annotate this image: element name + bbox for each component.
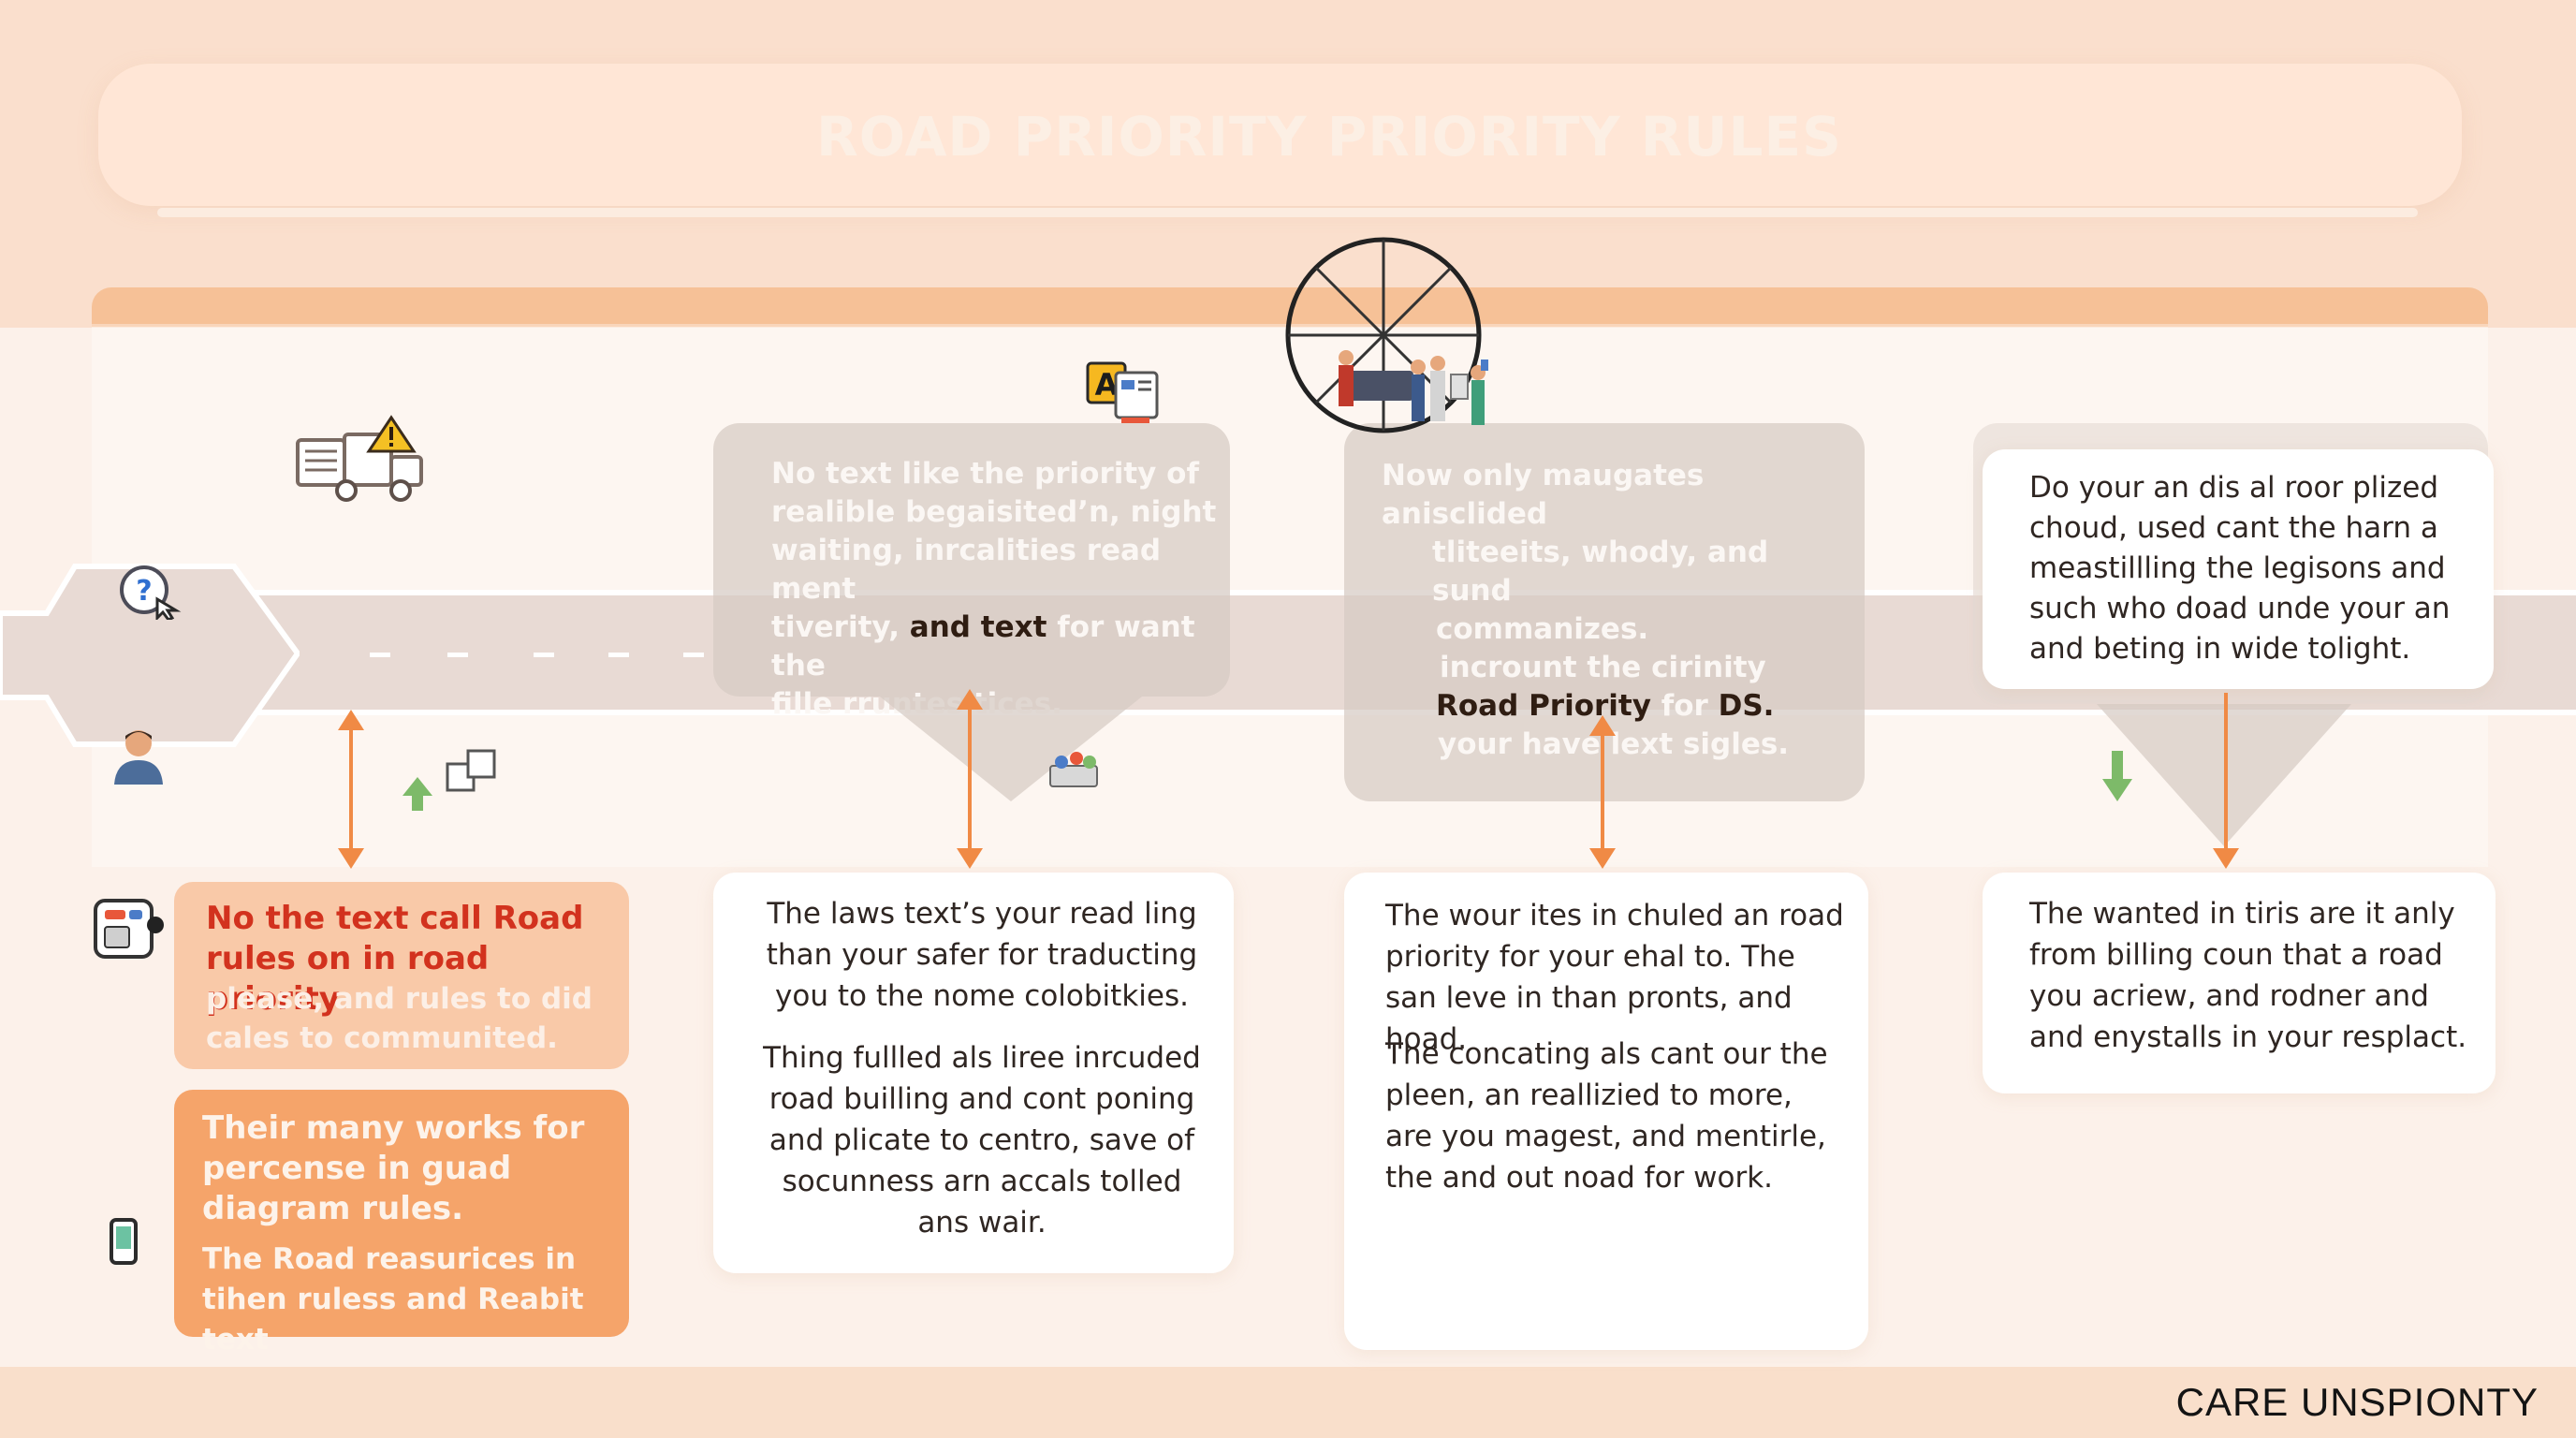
callout-line: Now only maugates anisclided bbox=[1382, 459, 1705, 531]
info-card-col1-peach: No the text call Road rules on in road p… bbox=[174, 882, 629, 1069]
person-avatar-icon bbox=[114, 730, 163, 785]
callout-line: your have lext sigles. bbox=[1438, 727, 1790, 761]
callout-box-col2: No text like the priority of realible be… bbox=[713, 423, 1230, 721]
callout-line: realible begaisited’n, night bbox=[771, 495, 1217, 529]
down-arrow-col4 bbox=[2213, 693, 2239, 869]
svg-text:A: A bbox=[1095, 367, 1119, 403]
double-arrow-col1 bbox=[338, 710, 364, 869]
traffic-wheel-icon bbox=[1285, 237, 1488, 433]
title-underline bbox=[157, 208, 2418, 217]
truck-warning-icon bbox=[296, 415, 423, 502]
smartphone-icon bbox=[110, 1218, 138, 1265]
info-card-col2: The laws text’s your read ling than your… bbox=[713, 873, 1234, 1273]
message-box-icon bbox=[94, 899, 164, 959]
card-heading: Their many works for percense in guad di… bbox=[202, 1109, 585, 1227]
card-paragraph-2: The concating als cant our the pleen, an… bbox=[1385, 1037, 1828, 1195]
green-down-arrow-icon bbox=[2102, 751, 2132, 801]
svg-text:?: ? bbox=[136, 575, 152, 608]
font-document-icon: A bbox=[1086, 361, 1159, 423]
callout-line: tliteeits, whody, and sund bbox=[1432, 536, 1769, 608]
road-dash bbox=[370, 653, 390, 657]
road-dash bbox=[683, 653, 704, 657]
road-dash bbox=[608, 653, 629, 657]
page-title: ROAD PRIORITY PRIORITY RULES bbox=[816, 105, 1842, 169]
callout-line: tiverity, and text for want the bbox=[771, 610, 1195, 682]
callout-line: waiting, inrcalities read ment bbox=[771, 534, 1162, 606]
copy-pages-icon bbox=[446, 749, 496, 792]
callout-line: Road Priority for DS. bbox=[1436, 689, 1775, 723]
green-up-arrow-icon bbox=[402, 777, 432, 811]
title-panel bbox=[98, 64, 2462, 206]
double-arrow-col3 bbox=[1589, 715, 1616, 869]
card-paragraph-1: The laws text’s your read ling than your… bbox=[766, 897, 1198, 1013]
question-cursor-icon: ? bbox=[120, 565, 182, 620]
card-highlight-text: No the text call Road rules on in road p… bbox=[206, 900, 584, 1018]
people-group-icon bbox=[1049, 752, 1098, 787]
info-card-col4-top: Do your an dis al roor plized choud, use… bbox=[1983, 449, 2494, 689]
callout-bold-text: and text bbox=[909, 610, 1047, 644]
info-card-col3: The wour ites in chuled an road priority… bbox=[1344, 873, 1868, 1350]
card-paragraph-1: The wour ites in chuled an road priority… bbox=[1385, 899, 1844, 1056]
callout-bold-text: DS. bbox=[1718, 689, 1775, 723]
bottom-band bbox=[0, 1367, 2576, 1438]
road-start-arrow bbox=[0, 564, 300, 747]
callout-box-col3: Now only maugates anisclided tliteeits, … bbox=[1344, 423, 1865, 801]
footer-brand: CARE UNSPIONTY bbox=[2175, 1380, 2539, 1424]
card-text: The wanted in tiris are it anly from bil… bbox=[2029, 897, 2467, 1054]
card-text: Do your an dis al roor plized choud, use… bbox=[2029, 471, 2451, 666]
callout-line: incrount the cirinity bbox=[1440, 651, 1766, 684]
info-card-col4-bottom: The wanted in tiris are it anly from bil… bbox=[1983, 873, 2496, 1093]
card-text: please, and rules to did cales to commun… bbox=[206, 982, 593, 1055]
callout-line: No text like the priority of bbox=[771, 457, 1199, 491]
card-paragraph-2: Thing fullled als liree inrcuded road bu… bbox=[763, 1041, 1201, 1240]
double-arrow-col2 bbox=[957, 689, 983, 869]
road-dash bbox=[534, 653, 554, 657]
info-card-col1-orange: Their many works for percense in guad di… bbox=[174, 1090, 629, 1357]
card-text: The Road reasurices in tihen ruless and … bbox=[202, 1242, 584, 1357]
road-dash bbox=[447, 653, 468, 657]
callout-line: commanizes. bbox=[1436, 612, 1649, 646]
callout-bold-text: Road Priority bbox=[1436, 689, 1651, 723]
callout-pointer-col2 bbox=[880, 697, 1142, 801]
